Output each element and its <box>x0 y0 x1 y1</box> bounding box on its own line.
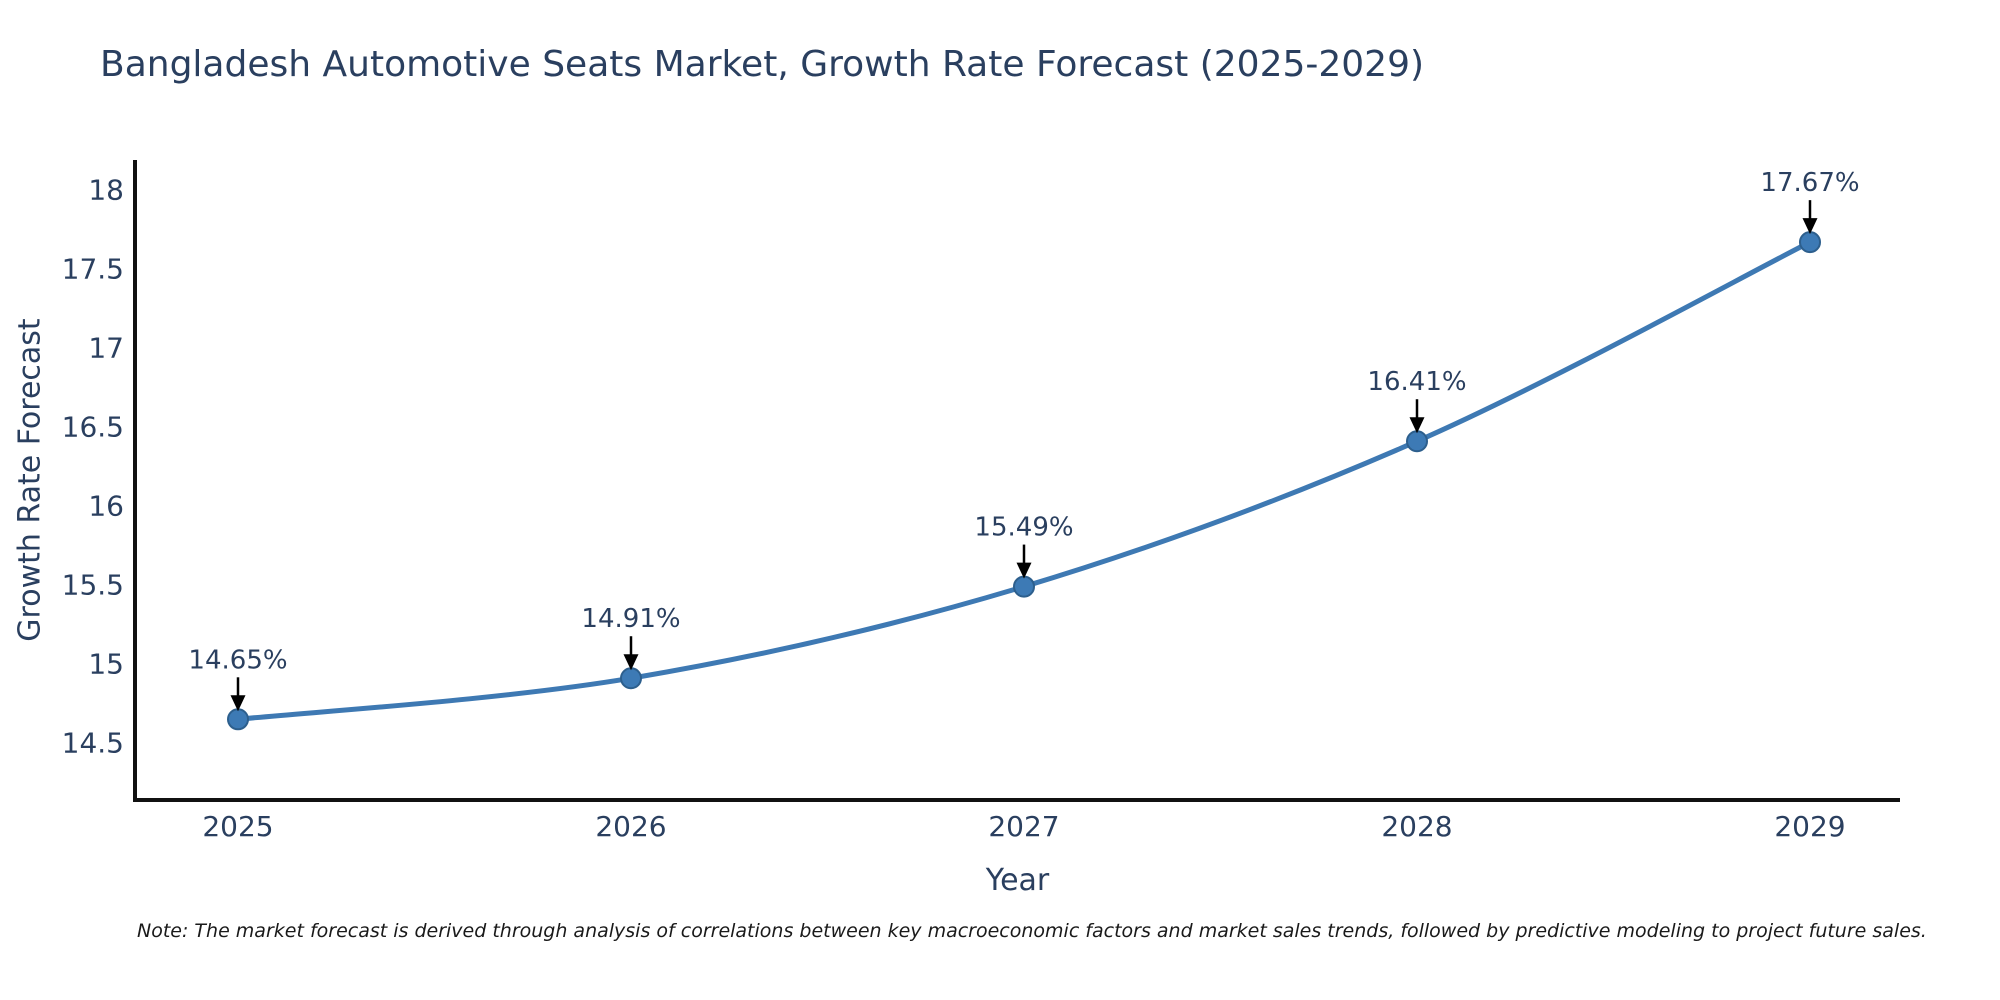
y-axis-title: Growth Rate Forecast <box>13 318 48 642</box>
x-axis-tick-label: 2025 <box>202 810 273 843</box>
annotation-arrow-head <box>1409 417 1425 434</box>
y-axis-tick-label: 15 <box>88 648 124 681</box>
annotation-arrow-head <box>230 695 246 712</box>
y-axis-tick-label: 14.5 <box>62 727 124 760</box>
x-axis-title: Year <box>985 863 1050 898</box>
x-axis-tick-label: 2028 <box>1381 810 1452 843</box>
chart-title: Bangladesh Automotive Seats Market, Grow… <box>100 44 1425 85</box>
data-point-label: 14.91% <box>581 604 680 634</box>
data-point-label: 14.65% <box>188 645 287 675</box>
annotation-arrow-head <box>1016 562 1032 579</box>
data-point-marker <box>1406 430 1428 453</box>
y-axis-tick-label: 18 <box>88 174 124 207</box>
y-axis-tick-label: 16.5 <box>62 411 124 444</box>
y-axis-tick-label: 17.5 <box>62 253 124 286</box>
trend-line <box>235 239 1813 722</box>
annotation-arrow-head <box>623 654 639 671</box>
data-point-marker <box>620 667 642 690</box>
axis-lines <box>133 160 1900 802</box>
data-point-label: 17.67% <box>1760 168 1859 198</box>
data-point-marker <box>1013 575 1035 598</box>
data-point-marker <box>1799 231 1821 254</box>
y-axis-tick-label: 15.5 <box>62 569 124 602</box>
x-axis-tick-label: 2026 <box>595 810 666 843</box>
annotation-arrow-head <box>1802 218 1818 235</box>
x-axis-tick-label: 2027 <box>988 810 1059 843</box>
y-axis-tick-label: 16 <box>88 490 124 523</box>
data-point-label: 16.41% <box>1367 367 1466 397</box>
data-point-label: 15.49% <box>974 513 1073 543</box>
y-axis-tick-label: 17 <box>88 332 124 365</box>
x-axis-tick-label: 2029 <box>1774 810 1845 843</box>
footnote: Note: The market forecast is derived thr… <box>137 920 1927 942</box>
data-point-marker <box>227 708 249 731</box>
